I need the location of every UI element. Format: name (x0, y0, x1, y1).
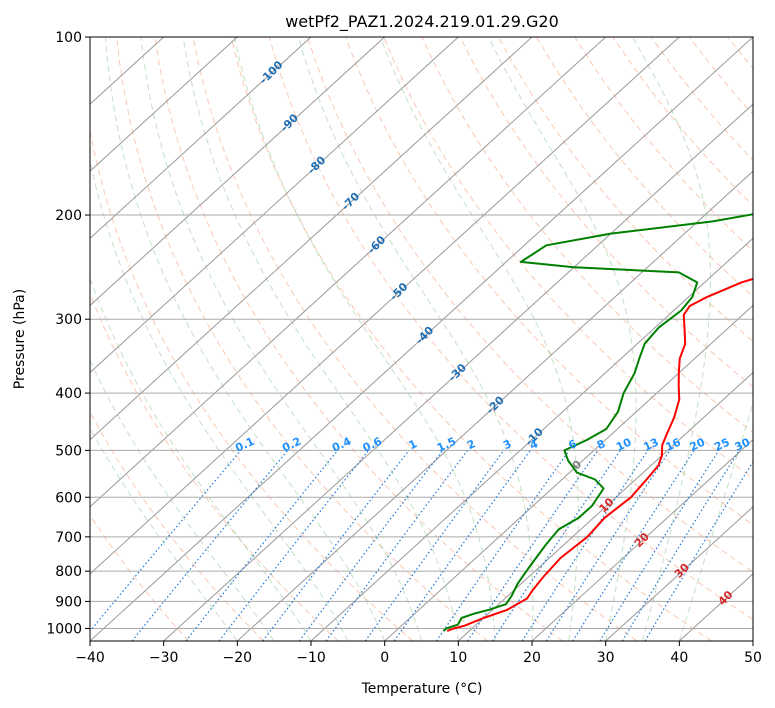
dry-adiabat (90, 514, 190, 641)
dry-adiabat (307, 37, 753, 573)
dry-adiabat (90, 127, 414, 641)
dry-adiabat (268, 37, 753, 621)
mixing-ratio-label: 13 (641, 436, 660, 454)
y-tick-label: 900 (55, 594, 82, 610)
x-tick-label: 40 (670, 650, 688, 666)
x-axis: −40 −30 −20 −10 0 10 20 30 40 50 (75, 641, 762, 666)
mixing-ratio-line (435, 450, 570, 641)
y-tick-label: 600 (55, 490, 82, 506)
isotherm-line (90, 37, 386, 307)
moist-adiabat (233, 37, 496, 641)
x-tick-label: −30 (149, 650, 179, 666)
mixing-ratio-line (90, 450, 242, 632)
dry-adiabat (90, 410, 264, 641)
isotherm-line (384, 304, 753, 641)
dry-adiabat (345, 37, 753, 526)
mixing-ratio-line (621, 450, 740, 641)
isotherm-line (752, 640, 753, 641)
dry-adiabat (192, 37, 638, 641)
mixing-ratio-line (364, 450, 505, 641)
y-tick-label: 700 (55, 530, 82, 546)
moist-adiabat (678, 401, 753, 641)
moist-adiabat (182, 37, 459, 641)
dry-adiabat (154, 37, 563, 641)
y-tick-label: 400 (55, 386, 82, 402)
chart-title: wetPf2_PAZ1.2024.219.01.29.G20 (285, 12, 559, 32)
plot-frame (89, 36, 754, 642)
mixing-ratio-line (325, 450, 468, 641)
mixing-ratio-line (545, 450, 671, 641)
dry-adiabat (766, 37, 775, 641)
y-tick-label: 300 (55, 312, 82, 328)
mixing-ratio-label: 36 (754, 435, 774, 453)
isotherm-line (163, 103, 753, 641)
mixing-ratio-label: 30 (733, 435, 753, 453)
mixing-ratio-line (131, 450, 289, 641)
moist-adiabat (140, 37, 422, 641)
mixing-ratio-line (572, 450, 695, 641)
mixing-ratio-label: 20 (688, 435, 708, 453)
x-tick-label: 50 (744, 650, 762, 666)
y-tick-label: 800 (55, 564, 82, 580)
y-tick-label: 1000 (46, 621, 82, 637)
y-tick-label: 500 (55, 443, 82, 459)
mixing-ratio-label: 25 (712, 436, 731, 454)
isotherm-line (310, 237, 753, 641)
y-tick-label: 200 (55, 208, 82, 224)
moist-adiabat (90, 359, 275, 641)
y-axis: 100 200 300 400 500 600 700 800 900 1000 (46, 30, 90, 637)
moist-adiabat (488, 37, 637, 641)
moist-adiabat (90, 426, 238, 641)
mixing-ratio-line (393, 450, 531, 641)
mixing-ratio-label: 10 (614, 435, 634, 453)
isotherm-line (605, 506, 753, 641)
isotherm-line (90, 37, 238, 172)
moist-adiabat (297, 37, 534, 641)
isotherm-line (90, 37, 680, 575)
x-tick-label: −20 (223, 650, 253, 666)
x-tick-label: 30 (597, 650, 615, 666)
dry-adiabat (116, 37, 488, 641)
mixing-ratio-line (185, 450, 339, 641)
mixing-ratio-line (599, 450, 720, 641)
moist-adiabat (380, 37, 579, 641)
y-tick-label: 100 (55, 30, 82, 46)
isotherm-line (90, 37, 607, 508)
x-axis-label: Temperature (°C) (361, 681, 483, 697)
x-tick-label: 10 (449, 650, 467, 666)
mixing-ratio-label: 16 (664, 435, 684, 453)
mixing-ratio-line (491, 450, 621, 641)
isotherm-line (90, 37, 459, 374)
isotherm-line (457, 371, 753, 641)
mixing-ratio-line (298, 450, 444, 641)
x-tick-label: −40 (75, 650, 105, 666)
x-tick-label: 20 (523, 650, 541, 666)
dewpoint-profile (442, 213, 753, 632)
moist-adiabat (105, 37, 386, 641)
x-tick-label: 0 (380, 650, 389, 666)
series-layer (442, 213, 753, 632)
y-axis-label: Pressure (hPa) (12, 289, 28, 389)
isotherm-line (90, 37, 312, 240)
mixing-ratio-line (262, 450, 410, 641)
isotherm-line (236, 170, 753, 641)
isotherm-line (531, 438, 753, 641)
mixing-ratio-line (521, 450, 649, 641)
moist-adiabat (632, 37, 711, 641)
grid-layer (90, 37, 775, 641)
temperature-profile (446, 277, 753, 632)
isotherm-line (90, 37, 533, 441)
moist-adiabat (90, 158, 349, 641)
isotherm-line (90, 37, 753, 641)
x-tick-label: −10 (296, 650, 326, 666)
